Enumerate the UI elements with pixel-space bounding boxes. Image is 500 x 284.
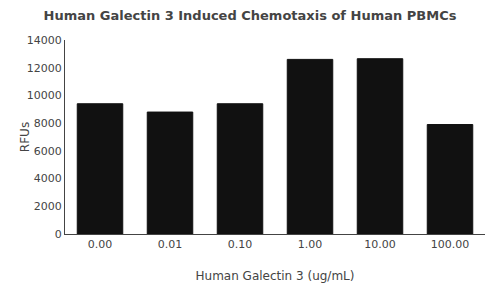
svg-text:2000: 2000 [34, 200, 62, 213]
svg-text:1.00: 1.00 [298, 238, 323, 251]
svg-text:0.10: 0.10 [228, 238, 253, 251]
svg-text:10.00: 10.00 [364, 238, 396, 251]
svg-text:0.00: 0.00 [88, 238, 113, 251]
svg-text:0: 0 [55, 228, 62, 241]
svg-text:8000: 8000 [34, 117, 62, 130]
svg-text:100.00: 100.00 [431, 238, 470, 251]
svg-text:10000: 10000 [27, 89, 62, 102]
svg-text:0.01: 0.01 [158, 238, 183, 251]
svg-text:6000: 6000 [34, 145, 62, 158]
svg-text:12000: 12000 [27, 62, 62, 75]
svg-text:Human Galectin 3 (ug/mL): Human Galectin 3 (ug/mL) [196, 269, 355, 283]
svg-text:14000: 14000 [27, 34, 62, 47]
svg-text:RFUs: RFUs [18, 122, 32, 152]
svg-text:4000: 4000 [34, 172, 62, 185]
svg-text:Human Galectin 3 Induced Chemo: Human Galectin 3 Induced Chemotaxis of H… [44, 8, 457, 23]
